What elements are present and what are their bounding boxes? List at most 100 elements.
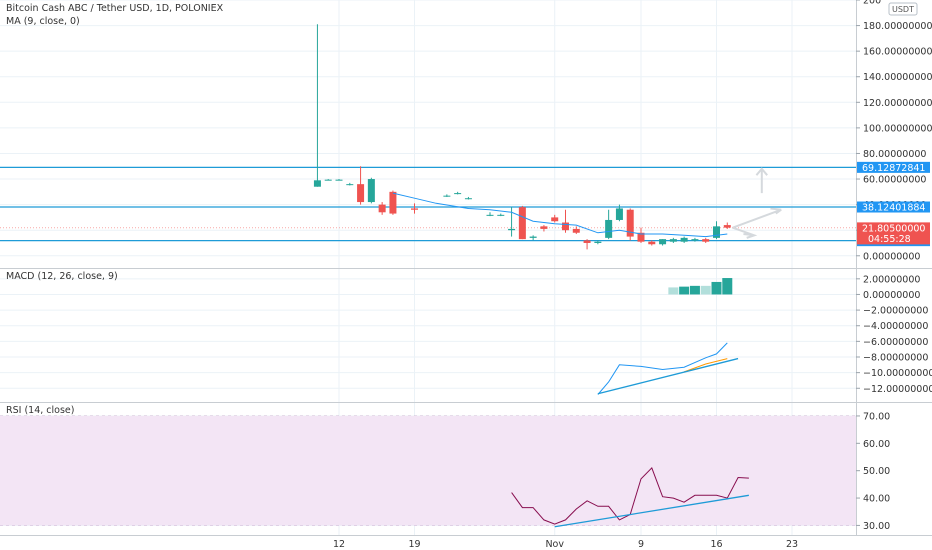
rsi-legend[interactable]: RSI (14, close) xyxy=(6,405,74,416)
candle-body xyxy=(626,209,634,237)
axis-tick-label: 120.00000000 xyxy=(863,98,932,109)
axis-tick-label: 180.00000000 xyxy=(863,21,932,32)
candle-body xyxy=(702,239,710,242)
axis-tick-label: 140.00000000 xyxy=(863,72,932,83)
candle-body xyxy=(583,240,591,243)
ma-line xyxy=(392,192,728,238)
axis-tick-label: 0.00000000 xyxy=(863,251,920,262)
axis-tick-label: −8.00000000 xyxy=(863,353,928,364)
price-badge xyxy=(857,222,930,245)
currency-badge-box[interactable] xyxy=(888,2,918,16)
candle-body xyxy=(508,228,516,231)
time-axis[interactable]: 12 19 Nov 9 16 23 xyxy=(333,539,798,550)
candle-body xyxy=(518,207,526,240)
axis-tick-label: −12.00000000 xyxy=(863,384,932,395)
candle-body xyxy=(594,241,602,243)
forecast-arrow-down xyxy=(732,226,758,239)
candle-body xyxy=(659,239,667,245)
candles xyxy=(313,24,731,250)
axis-tick-label: 40.00 xyxy=(863,494,890,505)
candle-body xyxy=(357,184,365,203)
candle-body xyxy=(378,204,386,213)
macd-signal-line xyxy=(683,358,728,373)
forecast-arrow-vertical xyxy=(755,167,768,194)
candle-body xyxy=(540,226,548,229)
candle-body xyxy=(680,237,688,242)
candle-body xyxy=(486,214,494,216)
forecast-arrows xyxy=(732,167,782,239)
macd-bar xyxy=(722,278,733,295)
candle-body xyxy=(723,225,731,228)
macd-bar xyxy=(711,281,722,295)
time-tick-label: Nov xyxy=(545,539,564,550)
pane-separators[interactable] xyxy=(0,0,932,536)
time-tick-label: 12 xyxy=(333,539,345,550)
axis-tick-label: 60.00000000 xyxy=(863,175,926,186)
candle-body xyxy=(669,239,677,242)
candle-body xyxy=(367,179,375,203)
candle-body xyxy=(454,193,462,195)
price-badges: 69.1287284138.1240188411.8288854021.8050… xyxy=(857,161,930,247)
candle-body xyxy=(572,228,580,233)
candle-body xyxy=(551,217,559,222)
ma-legend[interactable]: MA (9, close, 0) xyxy=(6,16,80,27)
axis-tick-label: 30.00 xyxy=(863,521,890,532)
macd-bar xyxy=(689,285,700,295)
price-badge-label: 21.80500000 xyxy=(862,223,925,234)
candle-body xyxy=(497,214,505,216)
price-countdown: 04:55:28 xyxy=(868,234,911,245)
candle-body xyxy=(443,195,451,197)
candle-body xyxy=(615,208,623,220)
currency-badge[interactable]: USDT xyxy=(892,5,914,14)
time-tick-label: 19 xyxy=(408,539,420,550)
price-axis[interactable]: 0.0000000020.0000000040.0000000060.00000… xyxy=(856,0,932,532)
axis-tick-label: 0.00000000 xyxy=(863,290,920,301)
axis-tick-label: 160.00000000 xyxy=(863,47,932,58)
candle-body xyxy=(691,239,699,241)
chart-title: Bitcoin Cash ABC / Tether USD, 1D, POLON… xyxy=(6,3,224,14)
macd-line xyxy=(597,342,728,395)
macd-bar xyxy=(679,286,690,295)
time-tick-label: 16 xyxy=(710,539,722,550)
axis-tick-label: −10.00000000 xyxy=(863,368,932,379)
horizontal-levels[interactable] xyxy=(0,166,856,242)
macd-bar xyxy=(700,285,711,295)
axis-tick-label: 2.00000000 xyxy=(863,274,920,285)
candle-body xyxy=(648,241,656,245)
axis-tick-label: 200 xyxy=(863,0,881,7)
candle-body xyxy=(605,219,613,238)
candle-body xyxy=(562,222,569,231)
price-badge xyxy=(857,161,930,173)
macd-trendline[interactable] xyxy=(597,357,739,395)
candle-body xyxy=(411,208,418,210)
candle-body xyxy=(529,236,537,238)
axis-tick-label: 70.00 xyxy=(863,411,890,422)
candle-body xyxy=(346,184,354,186)
price-badge-label: 38.12401884 xyxy=(862,203,925,214)
rsi-band xyxy=(0,415,856,526)
macd-legend[interactable]: MACD (12, 26, close, 9) xyxy=(6,271,118,282)
axis-tick-label: −2.00000000 xyxy=(863,306,928,317)
candle-body xyxy=(713,226,720,238)
macd-histogram xyxy=(668,278,733,295)
axis-tick-label: −4.00000000 xyxy=(863,321,928,332)
axis-tick-label: 100.00000000 xyxy=(863,123,932,134)
price-badge-label: 69.12872841 xyxy=(862,163,925,174)
forecast-arrow-up xyxy=(732,207,782,229)
axis-tick-label: 50.00 xyxy=(863,466,890,477)
candle-body xyxy=(464,198,472,200)
price-badge xyxy=(857,201,930,213)
rsi-trendline[interactable] xyxy=(554,494,749,528)
candle-body xyxy=(389,191,397,214)
time-tick-label: 9 xyxy=(638,539,644,550)
macd-bar xyxy=(668,287,679,295)
candle-body xyxy=(335,179,343,181)
time-tick-label: 23 xyxy=(786,539,798,550)
candle-body xyxy=(637,232,645,242)
axis-tick-label: −6.00000000 xyxy=(863,337,928,348)
candle-body xyxy=(324,179,332,181)
axis-tick-label: 80.00000000 xyxy=(863,149,926,160)
axis-tick-label: 60.00 xyxy=(863,439,890,450)
candle-body xyxy=(313,180,321,187)
